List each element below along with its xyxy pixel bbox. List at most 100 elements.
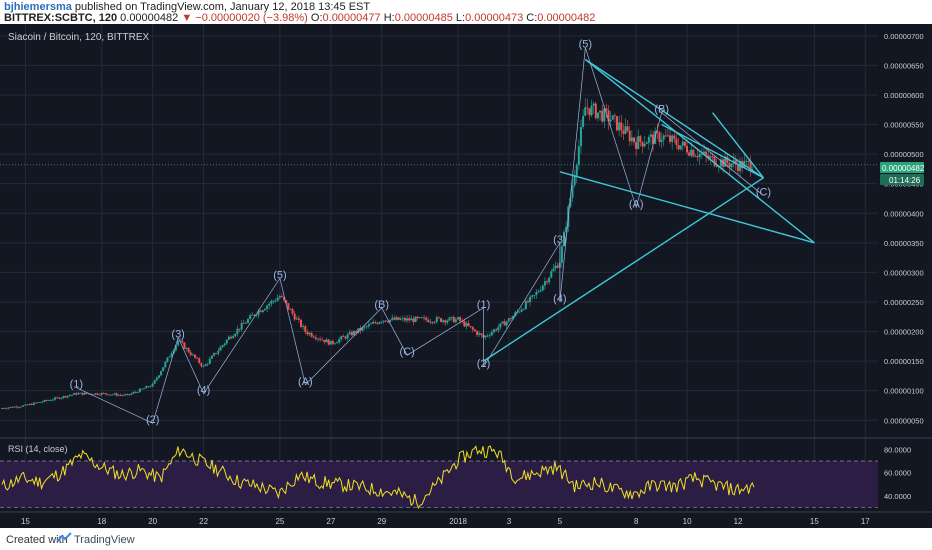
chart-area[interactable]: (1) (2) (3) (4) (5) (A) (B) (C) (1) (2) (3) (4) (5) (… bbox=[0, 24, 932, 528]
candle-body bbox=[601, 110, 604, 122]
rsi-tick-label: 40.0000 bbox=[884, 492, 911, 501]
candle-body bbox=[446, 320, 449, 323]
trendline[interactable] bbox=[559, 171, 815, 244]
candle-body bbox=[227, 336, 230, 340]
candle-body bbox=[507, 318, 510, 322]
candle-body bbox=[145, 386, 148, 389]
candle-body bbox=[5, 408, 8, 410]
candle-body bbox=[594, 103, 597, 119]
candle-body bbox=[454, 319, 457, 323]
trendlines[interactable] bbox=[483, 58, 815, 362]
candle-body bbox=[128, 394, 131, 396]
price-tick-label: 0.00000400 bbox=[884, 209, 924, 218]
candle-body bbox=[340, 336, 343, 340]
candle-body bbox=[645, 142, 648, 144]
candle-body bbox=[285, 300, 288, 304]
candle-body bbox=[478, 333, 481, 335]
candle-body bbox=[635, 142, 638, 149]
candle-body bbox=[550, 271, 553, 278]
publish-line: bjhiemersma published on TradingView.com… bbox=[4, 1, 370, 13]
candle-body bbox=[442, 320, 445, 322]
price-tick-label: 0.00000300 bbox=[884, 268, 924, 277]
price-tick-label: 0.00000600 bbox=[884, 91, 924, 100]
candle-body bbox=[136, 392, 139, 393]
candle-body bbox=[348, 332, 351, 335]
wave-label: (2) bbox=[146, 414, 159, 426]
candle-body bbox=[437, 317, 440, 319]
candle-body bbox=[280, 296, 283, 297]
wave-label: (2) bbox=[477, 358, 490, 370]
candle-body bbox=[149, 386, 152, 388]
candle-body bbox=[20, 406, 23, 408]
candle-body bbox=[83, 392, 86, 395]
candle-body bbox=[584, 107, 587, 116]
candle-body bbox=[166, 357, 169, 362]
candle-body bbox=[107, 394, 110, 396]
candle-body bbox=[401, 318, 404, 319]
trendline[interactable] bbox=[584, 58, 815, 244]
candle-body bbox=[223, 343, 226, 346]
candle-body bbox=[70, 394, 73, 396]
candle-body bbox=[62, 396, 65, 398]
candle-body bbox=[459, 317, 462, 322]
candle-body bbox=[429, 321, 432, 323]
candle-body bbox=[333, 343, 336, 345]
candle-body bbox=[548, 277, 551, 283]
candle-body bbox=[363, 326, 366, 328]
last-price-tag: 0.00000482 bbox=[880, 162, 925, 173]
close-value: 0.00000482 bbox=[537, 12, 596, 24]
time-tick-label: 2018 bbox=[449, 517, 467, 526]
trendline[interactable] bbox=[584, 58, 764, 179]
candle-body bbox=[253, 314, 256, 316]
price-tick-label: 0.00000200 bbox=[884, 328, 924, 337]
time-tick-label: 3 bbox=[507, 517, 512, 526]
candle-body bbox=[403, 318, 406, 321]
candle-body bbox=[603, 108, 606, 122]
candle-body bbox=[162, 367, 165, 372]
candle-body bbox=[109, 394, 112, 396]
candle-body bbox=[503, 321, 506, 326]
candle-body bbox=[151, 383, 154, 387]
candle-body bbox=[666, 135, 669, 137]
candle-body bbox=[372, 322, 375, 324]
candle-body bbox=[588, 108, 591, 116]
trendline[interactable] bbox=[483, 177, 764, 362]
candle-body bbox=[187, 348, 190, 353]
candle-body bbox=[66, 395, 69, 398]
price-axis[interactable] bbox=[878, 24, 932, 528]
trendline[interactable] bbox=[712, 112, 765, 179]
candle-body bbox=[215, 353, 218, 354]
candle-body bbox=[81, 392, 84, 395]
candle-body bbox=[217, 350, 220, 354]
trendline[interactable] bbox=[661, 123, 764, 179]
candle-body bbox=[395, 317, 398, 320]
candle-body bbox=[526, 301, 529, 303]
chart-header: bjhiemersma published on TradingView.com… bbox=[0, 0, 932, 24]
candle-body bbox=[261, 310, 264, 313]
candle-body bbox=[537, 291, 540, 293]
price-tick-label: 0.00000550 bbox=[884, 121, 924, 130]
time-axis[interactable]: 15 18 20 22 25 27 29 2018 3 5 8 10 12 15 17 bbox=[21, 517, 870, 526]
tradingview-brand[interactable]: TradingView bbox=[74, 534, 135, 546]
candle-body bbox=[153, 380, 156, 384]
candle-body bbox=[664, 135, 667, 137]
candle-body bbox=[386, 321, 389, 323]
candle-body bbox=[140, 388, 143, 390]
candle-body bbox=[671, 135, 674, 142]
candle-body bbox=[524, 301, 527, 310]
wave-label: (A) bbox=[298, 376, 313, 388]
candle-body bbox=[486, 335, 489, 337]
candle-body bbox=[609, 119, 612, 122]
candle-body bbox=[255, 315, 258, 316]
candle-body bbox=[465, 323, 468, 327]
candle-body bbox=[592, 103, 595, 106]
candle-body bbox=[15, 406, 18, 408]
candle-body bbox=[164, 361, 167, 368]
time-tick-label: 8 bbox=[634, 517, 639, 526]
candle-body bbox=[389, 319, 392, 323]
wave-label: (A) bbox=[629, 198, 644, 210]
author-link[interactable]: bjhiemersma bbox=[4, 1, 72, 13]
high-label: H: bbox=[383, 12, 395, 24]
candle-body bbox=[60, 397, 63, 399]
candle-body bbox=[297, 318, 300, 320]
